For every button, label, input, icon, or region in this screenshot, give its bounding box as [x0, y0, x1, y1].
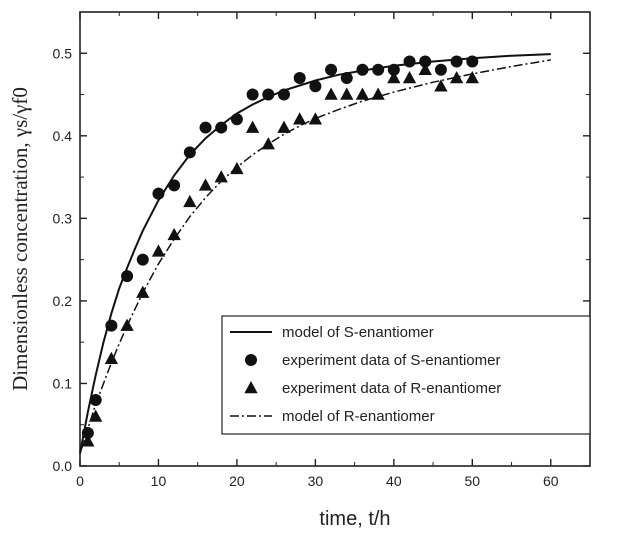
data-point	[419, 55, 432, 68]
y-tick-label: 0.3	[53, 210, 73, 226]
y-tick-label: 0.1	[53, 375, 73, 391]
data-point	[277, 120, 291, 133]
legend-label: experiment data of R-enantiomer	[282, 380, 501, 397]
data-point	[465, 71, 479, 84]
data-point	[198, 178, 213, 191]
data-point	[372, 63, 385, 76]
legend-label: experiment data of S-enantiomer	[282, 352, 500, 369]
data-point	[168, 179, 181, 192]
data-point	[104, 351, 119, 364]
data-point	[262, 88, 275, 101]
plot-frame	[79, 11, 591, 467]
x-tick-label: 50	[465, 473, 481, 489]
y-tick-label: 0.4	[53, 128, 73, 144]
x-tick-label: 60	[543, 473, 559, 489]
x-tick-label: 0	[76, 473, 84, 489]
legend-box	[221, 315, 591, 435]
plot-area-border	[79, 11, 591, 467]
data-point	[167, 227, 181, 241]
data-point	[387, 71, 401, 84]
series-line	[79, 59, 551, 454]
data-point	[340, 87, 354, 100]
data-point	[278, 88, 290, 101]
data-point	[136, 253, 149, 266]
data-point	[434, 63, 447, 76]
data-point	[121, 270, 134, 283]
legend-symbol-triangle	[244, 381, 258, 394]
data-point	[105, 319, 118, 332]
data-point	[293, 112, 307, 125]
data-point	[89, 409, 103, 422]
x-tick-label: 40	[386, 473, 402, 489]
x-axis-title: time, t/h	[319, 508, 390, 530]
x-tick-label: 30	[308, 473, 324, 489]
data-point	[293, 72, 306, 85]
data-point	[309, 80, 322, 93]
data-point	[245, 120, 260, 133]
series-2	[81, 55, 479, 439]
data-point	[81, 434, 95, 447]
axis-ticks: 0 10 20 30 40 50 60 0.0 0.1 0.2 0.3 0.4 0.5	[53, 11, 590, 489]
y-tick-label: 0.2	[53, 293, 73, 309]
data-point	[402, 71, 417, 84]
data-point	[246, 88, 259, 101]
legend-symbol-circle	[245, 354, 257, 366]
data-point	[466, 55, 479, 68]
y-tick-label: 0.0	[53, 458, 73, 474]
legend-label: model of S-enantiomer	[282, 324, 434, 341]
data-point	[230, 113, 243, 126]
series-layer	[79, 53, 551, 454]
data-point	[371, 87, 385, 100]
data-point	[356, 63, 369, 76]
legend: model of S-enantiomer experiment data of …	[221, 315, 591, 435]
data-point	[199, 121, 212, 134]
data-point	[325, 63, 338, 76]
data-point	[449, 71, 464, 84]
data-point	[152, 187, 165, 200]
series-4	[79, 59, 551, 454]
data-point	[183, 194, 197, 208]
data-point	[450, 55, 463, 68]
data-point	[403, 55, 416, 68]
data-point	[324, 87, 338, 100]
y-tick-label: 0.5	[53, 45, 73, 61]
x-tick-label: 10	[151, 473, 167, 489]
data-point	[215, 121, 228, 134]
data-point	[214, 170, 228, 183]
x-tick-label: 20	[229, 473, 245, 489]
y-axis-title: Dimensionless concentration, γs/γf0	[8, 87, 32, 391]
data-point	[418, 62, 432, 76]
data-point	[183, 146, 196, 159]
legend-label: model of R-enantiomer	[282, 408, 435, 425]
data-point	[308, 112, 323, 125]
data-point	[355, 87, 370, 100]
data-point	[340, 72, 353, 85]
data-point	[434, 79, 448, 92]
data-point	[387, 63, 400, 76]
data-point	[151, 244, 166, 257]
